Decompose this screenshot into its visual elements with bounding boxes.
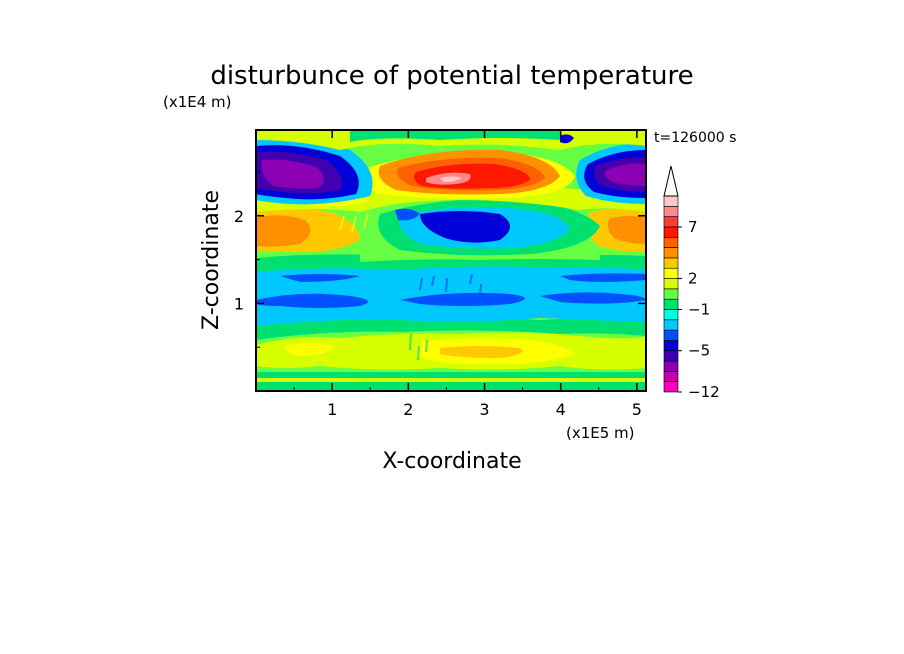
colorbar-swatch-16	[663, 216, 679, 228]
colorbar	[663, 165, 679, 393]
band-lower-gold-left	[285, 342, 335, 356]
x-scale-label: (x1E5 m)	[566, 424, 635, 442]
x-tick-label-2: 3	[479, 400, 489, 419]
streak-blue-4	[280, 274, 360, 282]
lobe-left-orange-dark	[256, 215, 311, 247]
colorbar-tick-label-2: −1	[688, 300, 710, 318]
speckle	[339, 213, 482, 361]
colorbar-swatch-11	[663, 267, 679, 279]
y-scale-label: (x1E4 m)	[163, 93, 232, 111]
x-axis-ticks: 1 2 3 4 5	[293, 130, 642, 419]
band-bottom-yellow	[256, 378, 646, 382]
x-tick-label-0: 1	[327, 400, 337, 419]
streak-blue-2	[400, 292, 525, 306]
colorbar-tick-label-3: −5	[688, 342, 710, 360]
colorbar-tick-label-1: 2	[688, 270, 698, 288]
y-tick-label-0: 1	[234, 294, 244, 313]
colorbar-tick-label-4: −12	[688, 383, 720, 401]
blob-right-purple	[604, 163, 646, 186]
bubble-blue	[420, 211, 510, 243]
colorbar-swatch-10	[663, 278, 679, 290]
colorbar-swatch-2	[663, 360, 679, 372]
colorbar-swatch-18	[663, 195, 679, 207]
colorbar-swatch-1	[663, 371, 679, 382]
chart-title: disturbunce of potential temperature	[210, 61, 693, 91]
colorbar-swatch-4	[663, 340, 679, 352]
colorbar-swatch-7	[663, 309, 679, 321]
streak-blue-1	[256, 293, 368, 308]
lobe-right-orange-dark	[607, 216, 646, 244]
colorbar-swatch-14	[663, 236, 679, 248]
streak-blue-5	[560, 273, 646, 282]
colorbar-swatch-0	[663, 381, 679, 393]
y-axis-ticks: 12	[234, 171, 646, 348]
contour-field	[256, 130, 646, 391]
band-lower-orange	[440, 346, 523, 358]
colorbar-swatch-6	[663, 319, 679, 331]
colorbar-extend-arrow	[663, 165, 679, 197]
band-top-green	[350, 130, 560, 142]
x-tick-label-4: 5	[632, 400, 642, 419]
colorbar-swatch-3	[663, 350, 679, 362]
colorbar-swatch-17	[663, 206, 679, 217]
blob-left-purple	[261, 159, 324, 189]
streak-blue-3	[540, 292, 646, 304]
band-lower-green	[256, 317, 646, 340]
band-top-blue-spot	[560, 134, 574, 144]
colorbar-swatch-15	[663, 226, 679, 238]
y-axis-label: Z-coordinate	[199, 190, 224, 330]
x-tick-label-3: 4	[556, 400, 566, 419]
core-lightpink	[440, 176, 462, 182]
colorbar-swatch-13	[663, 247, 679, 259]
time-label: t=126000 s	[654, 130, 736, 146]
x-axis-label: X-coordinate	[382, 449, 521, 474]
colorbar-swatch-9	[663, 288, 679, 300]
colorbar-swatch-8	[663, 298, 679, 310]
bubble-blue-left	[395, 208, 420, 221]
x-tick-label-1: 2	[403, 400, 413, 419]
y-tick-label-1: 2	[234, 207, 244, 226]
plot-frame	[255, 129, 647, 392]
colorbar-tick-labels: 7 2 −1 −5 −12	[678, 218, 720, 401]
colorbar-swatch-12	[663, 257, 679, 269]
colorbar-swatch-5	[663, 329, 679, 341]
colorbar-tick-label-0: 7	[688, 218, 698, 236]
